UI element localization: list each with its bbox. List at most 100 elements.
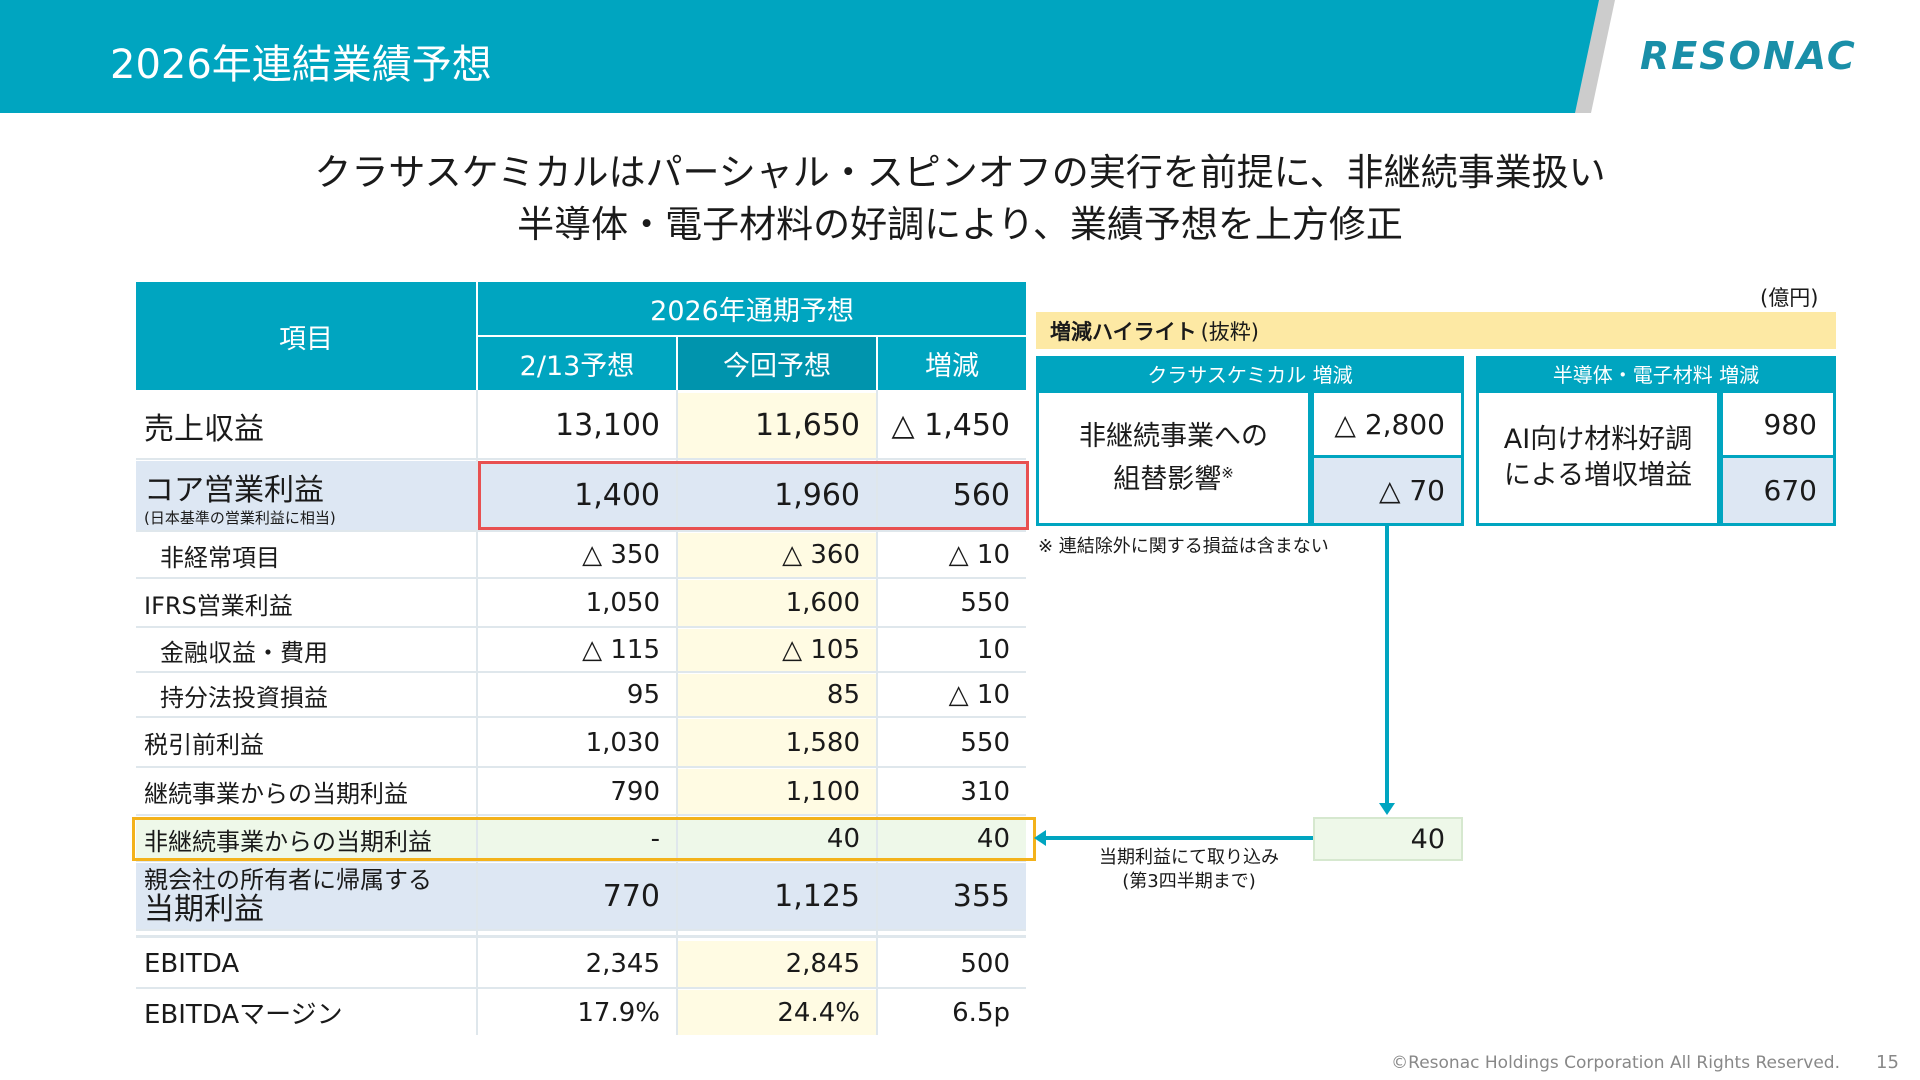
row-curr: 2,845 <box>678 941 876 987</box>
row-prev: - <box>478 818 676 860</box>
row-diff: 500 <box>960 949 1010 979</box>
row-label-line1: 親会社の所有者に帰属する <box>144 866 432 894</box>
row-curr: 11,650 <box>678 393 876 458</box>
table-header-item: 項目 <box>136 282 476 390</box>
row-label-group: 親会社の所有者に帰属する 当期利益 <box>136 863 476 929</box>
row-prev: 1,050 <box>585 588 660 618</box>
row-label: 税引前利益 <box>144 731 264 759</box>
kurasus-label-mark: ※ <box>1221 463 1234 482</box>
discontinued-highlight-box <box>132 817 1036 861</box>
row-label-group: コア営業利益 (日本基準の営業利益に相当) <box>136 461 476 530</box>
row-label: 売上収益 <box>144 411 264 447</box>
row-prev: △ 350 <box>582 540 660 570</box>
table-header-prev: 2/13予想 <box>478 337 676 390</box>
row-prev: 1,400 <box>478 461 676 530</box>
semi-section-header: 半導体・電子材料 増減 <box>1476 356 1836 390</box>
transfer-note: 当期利益にて取り込み (第3四半期まで) <box>1074 846 1304 894</box>
headline-line-2: 半導体・電子材料の好調により、業績予想を上方修正 <box>517 203 1403 246</box>
row-prev: △ 115 <box>582 635 660 665</box>
page-number: 15 <box>1876 1052 1899 1073</box>
row-prev: 770 <box>478 863 676 929</box>
row-curr: 1,100 <box>678 769 876 814</box>
row-diff: 310 <box>960 776 1010 807</box>
row-diff: 550 <box>960 727 1010 758</box>
resonac-logo: RESONAC <box>1640 34 1857 78</box>
row-curr: 1,600 <box>678 580 876 626</box>
semi-value-2: 670 <box>1720 455 1836 526</box>
connector-vertical <box>1385 526 1389 806</box>
table-vline <box>476 390 478 1035</box>
row-diff: 40 <box>878 818 1026 860</box>
row-diff: 355 <box>878 863 1026 929</box>
header-bar: 2026年連結業績予想 RESONAC <box>0 0 1920 113</box>
row-label: 継続事業からの当期利益 <box>144 780 408 808</box>
row-prev: 17.9% <box>577 997 660 1028</box>
semi-label-line1: AI向け材料好調 <box>1503 424 1693 455</box>
row-curr: △ 360 <box>678 533 876 577</box>
header-band <box>0 0 1600 113</box>
row-diff: 10 <box>976 635 1010 665</box>
row-curr: 24.4% <box>678 990 876 1035</box>
table-row-nonrecurring: 非経常項目 △ 350 △ 360 △ 10 <box>136 533 1026 579</box>
table-vline <box>876 390 878 1035</box>
row-prev: 1,030 <box>585 727 660 758</box>
table-row-finance: 金融収益・費用 △ 115 △ 105 10 <box>136 629 1026 673</box>
row-prev: 2,345 <box>585 949 660 979</box>
row-diff: △ 10 <box>948 540 1010 570</box>
connector-arrowhead-left <box>1034 830 1046 846</box>
row-curr: 40 <box>678 818 876 860</box>
table-header-curr: 今回予想 <box>678 337 876 390</box>
row-curr: 1,125 <box>678 863 876 929</box>
connector-horizontal <box>1044 836 1313 840</box>
kurasus-label-line1: 非継続事業への <box>1079 420 1268 452</box>
table-row-ifrs-operating-profit: IFRS営業利益 1,050 1,600 550 <box>136 580 1026 628</box>
table-row-equity-method: 持分法投資損益 95 85 △ 10 <box>136 674 1026 718</box>
table-row-continuing: 継続事業からの当期利益 790 1,100 310 <box>136 769 1026 816</box>
table-row-ebitda-margin: EBITDAマージン 17.9% 24.4% 6.5p <box>136 990 1026 1035</box>
footnote: ※ 連結除外に関する損益は含まない <box>1038 536 1329 557</box>
row-diff: 6.5p <box>952 997 1010 1028</box>
table-row-net-profit-owners: 親会社の所有者に帰属する 当期利益 770 1,125 355 <box>136 863 1026 931</box>
row-sublabel: (日本基準の営業利益に相当) <box>144 508 336 527</box>
connector-arrowhead-down <box>1379 803 1395 815</box>
row-prev: 13,100 <box>555 408 660 443</box>
row-prev: 790 <box>610 776 660 807</box>
kurasus-section-header: クラサスケミカル 増減 <box>1036 356 1464 390</box>
page-title: 2026年連結業績予想 <box>110 42 492 88</box>
row-label: IFRS営業利益 <box>144 591 293 620</box>
row-curr: 85 <box>678 674 876 716</box>
row-curr: △ 105 <box>678 629 876 671</box>
kurasus-value-2: △ 70 <box>1311 455 1464 526</box>
row-label: コア営業利益 <box>144 472 324 508</box>
row-label: EBITDA <box>144 949 240 979</box>
semi-label-box: AI向け材料好調 による増収増益 <box>1476 390 1720 526</box>
table-header-period: 2026年通期予想 <box>478 282 1026 335</box>
row-curr: 1,580 <box>678 719 876 766</box>
table-header-diff: 増減 <box>878 337 1026 390</box>
semi-label-line2: による増収増益 <box>1503 460 1693 491</box>
row-diff: 560 <box>878 461 1026 530</box>
row-diff: △ 10 <box>948 680 1010 710</box>
row-prev: 95 <box>626 680 660 710</box>
core-profit-highlight-box <box>478 461 1029 530</box>
row-label-line2: 当期利益 <box>144 892 264 927</box>
copyright: ©Resonac Holdings Corporation All Rights… <box>1391 1053 1840 1073</box>
row-label: 非経常項目 <box>160 543 280 572</box>
kurasus-value-1: △ 2,800 <box>1311 390 1464 458</box>
headline-line-1: クラサスケミカルはパーシャル・スピンオフの実行を前提に、非継続事業扱い <box>314 151 1606 194</box>
table-row-ebitda: EBITDA 2,345 2,845 500 <box>136 941 1026 989</box>
row-label: 持分法投資損益 <box>160 683 328 712</box>
row-diff: 550 <box>960 588 1010 618</box>
semi-value-1: 980 <box>1720 390 1836 458</box>
table-row-pretax: 税引前利益 1,030 1,580 550 <box>136 719 1026 768</box>
row-label: EBITDAマージン <box>144 1000 343 1030</box>
highlights-title: 増減ハイライト <box>1050 319 1197 344</box>
row-curr: 1,960 <box>678 461 876 530</box>
table-row-core-operating-profit: コア営業利益 (日本基準の営業利益に相当) 1,400 1,960 560 <box>136 461 1026 532</box>
transfer-note-line1: 当期利益にて取り込み <box>1099 847 1279 868</box>
row-label: 金融収益・費用 <box>160 638 328 667</box>
row-label: 非継続事業からの当期利益 <box>136 818 476 860</box>
table-row-discontinued: 非継続事業からの当期利益 - 40 40 <box>136 818 1026 862</box>
transfer-note-line2: (第3四半期まで) <box>1122 871 1256 892</box>
table-row-revenue: 売上収益 13,100 11,650 △ 1,450 <box>136 393 1026 460</box>
